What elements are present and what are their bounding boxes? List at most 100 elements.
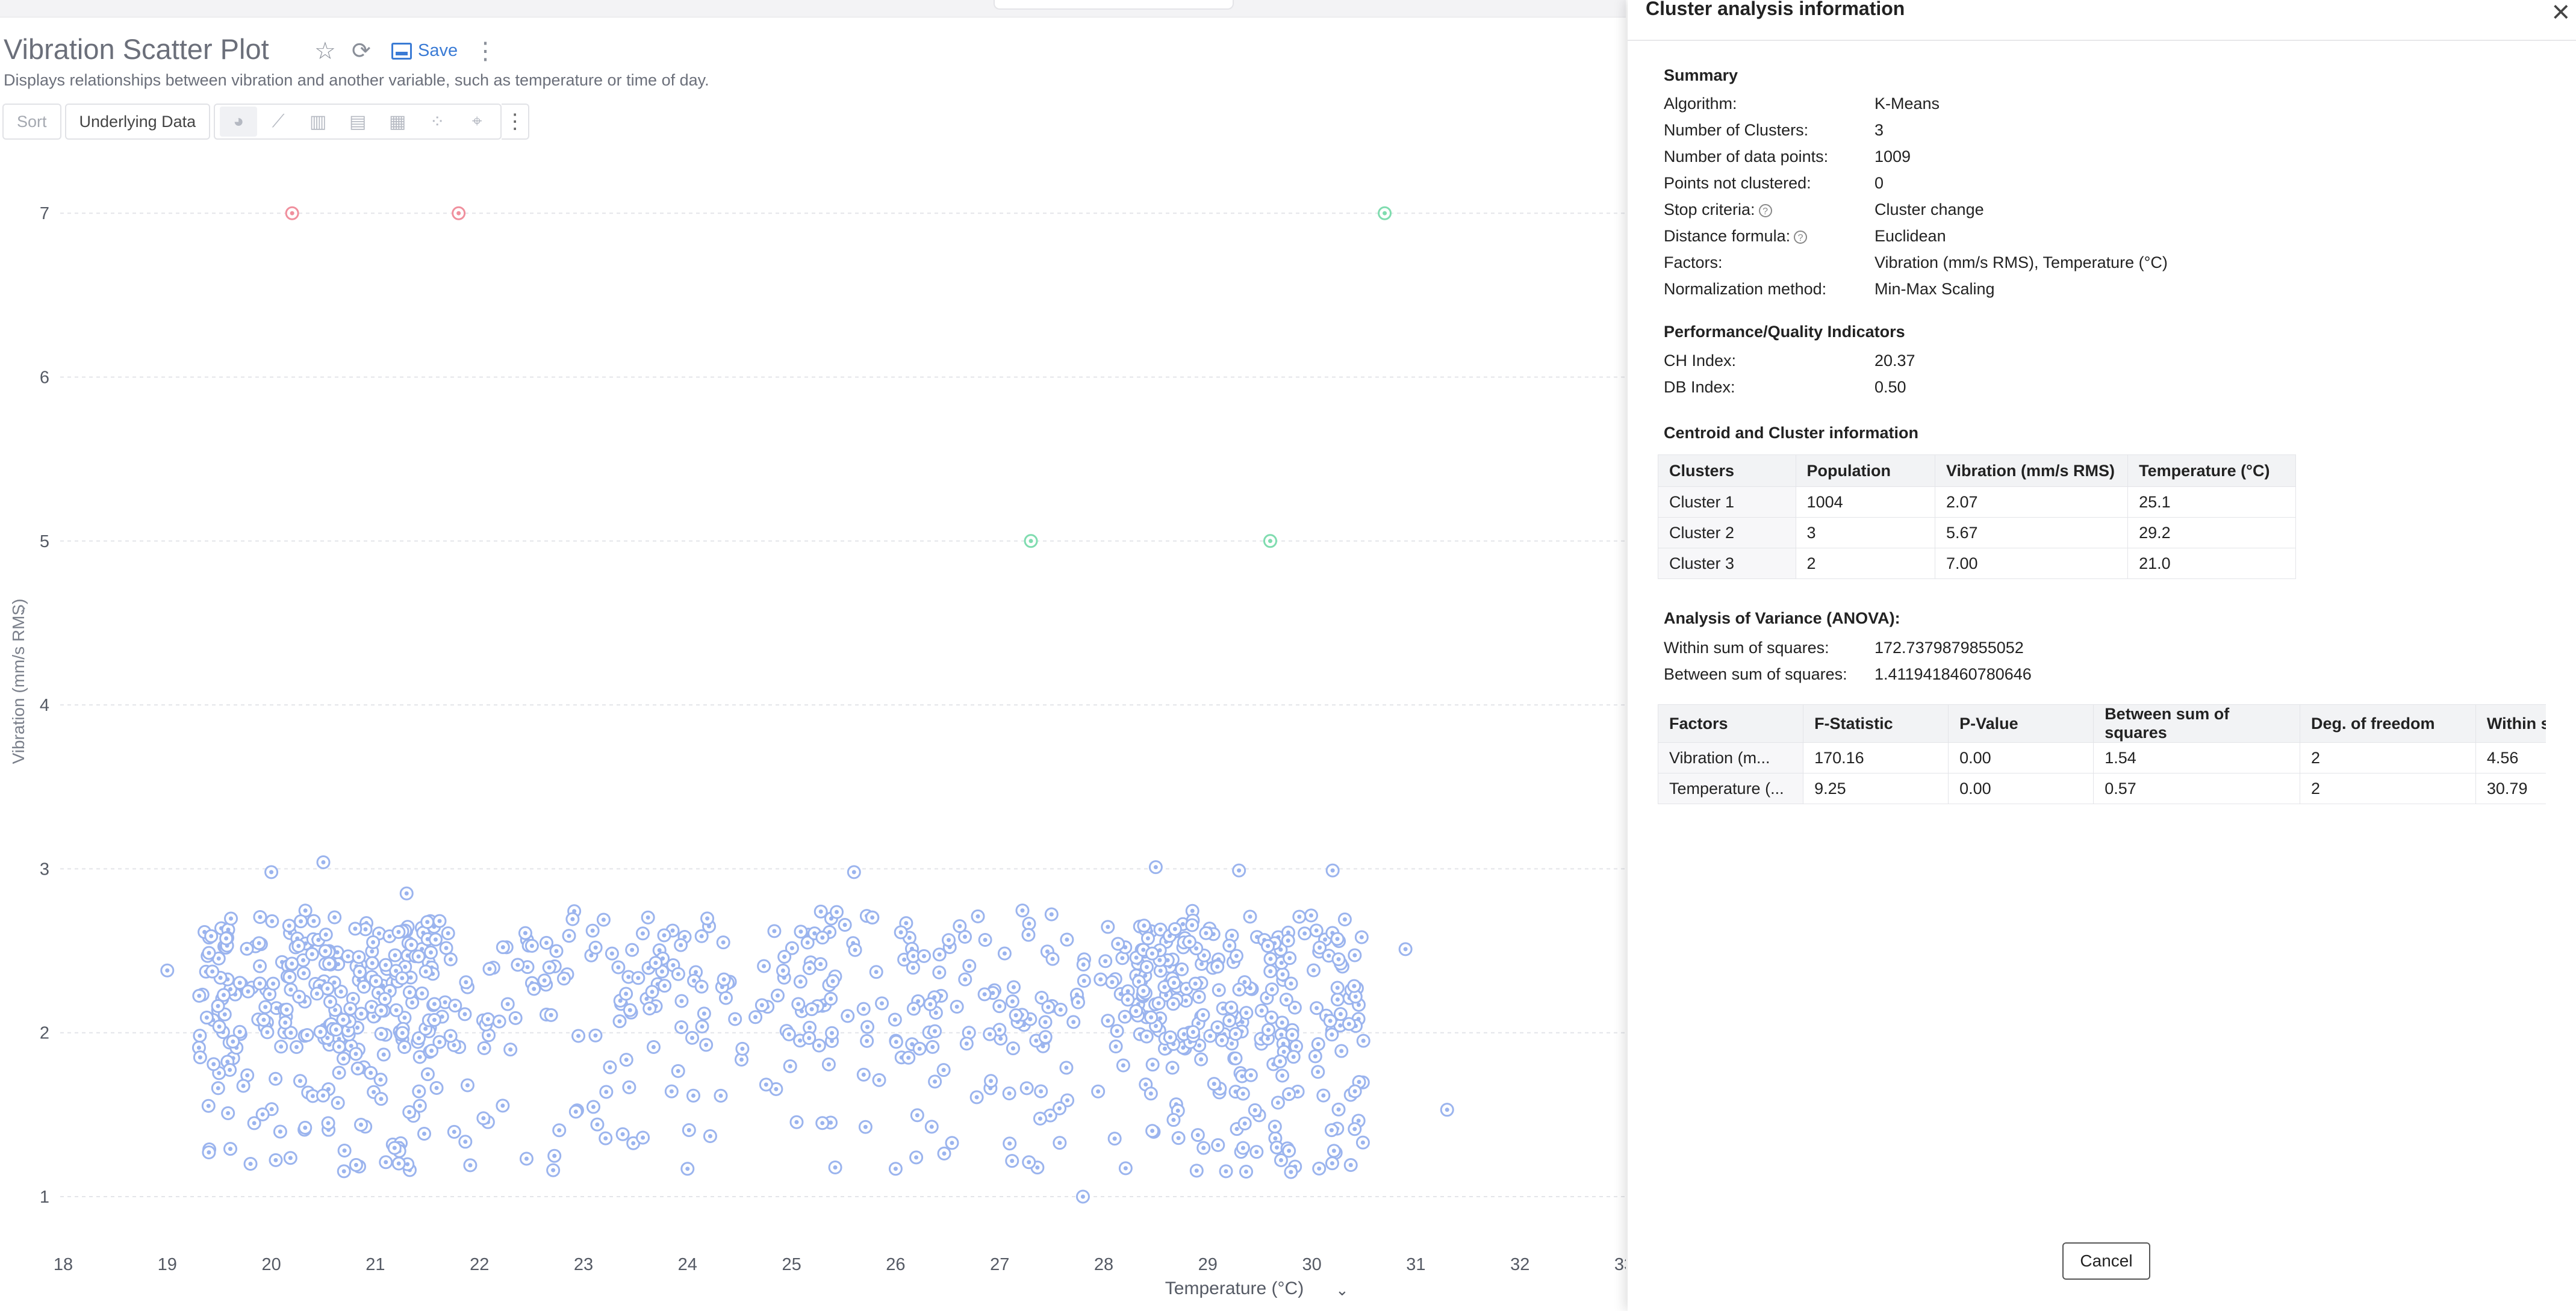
- cluster-1-point[interactable]: [1210, 1020, 1225, 1035]
- cluster-1-point[interactable]: [1263, 952, 1278, 966]
- cluster-1-point[interactable]: [511, 958, 525, 972]
- cluster-1-point[interactable]: [332, 1065, 346, 1080]
- cluster-1-point[interactable]: [1107, 1132, 1122, 1146]
- cluster-1-point[interactable]: [1094, 972, 1108, 987]
- cluster-1-point[interactable]: [322, 956, 337, 971]
- cluster-1-point[interactable]: [1243, 910, 1257, 924]
- cluster-1-point[interactable]: [1440, 1103, 1454, 1117]
- cluster-1-point[interactable]: [332, 1040, 346, 1054]
- cluster-1-point[interactable]: [1261, 939, 1275, 953]
- cluster-1-point[interactable]: [906, 1002, 921, 1016]
- cluster-1-point[interactable]: [599, 1131, 613, 1145]
- cluster-1-point[interactable]: [1292, 910, 1307, 924]
- cluster-1-point[interactable]: [1188, 976, 1202, 991]
- cluster-1-point[interactable]: [928, 1074, 942, 1089]
- cluster-1-point[interactable]: [671, 1064, 685, 1078]
- cluster-1-point[interactable]: [232, 1024, 247, 1039]
- cluster-1-point[interactable]: [909, 1150, 924, 1165]
- cluster-1-point[interactable]: [791, 997, 806, 1011]
- cluster-1-point[interactable]: [824, 991, 838, 1006]
- cluster-1-point[interactable]: [1236, 1141, 1250, 1155]
- cluster-1-point[interactable]: [828, 1160, 842, 1174]
- cluster-1-point[interactable]: [352, 965, 367, 979]
- cluster-1-point[interactable]: [992, 999, 1007, 1014]
- stacked-bar-icon[interactable]: ▤: [349, 111, 367, 132]
- cluster-1-point[interactable]: [1324, 1123, 1339, 1138]
- cluster-1-point[interactable]: [265, 914, 279, 928]
- cluster-1-point[interactable]: [1327, 1144, 1341, 1158]
- cluster-1-point[interactable]: [1053, 1136, 1067, 1150]
- cluster-1-point[interactable]: [1199, 926, 1213, 940]
- cluster-1-point[interactable]: [219, 931, 234, 946]
- cluster-1-point[interactable]: [395, 971, 409, 985]
- cluster-3-point[interactable]: [285, 206, 299, 220]
- cluster-1-point[interactable]: [266, 976, 281, 991]
- cluster-1-point[interactable]: [273, 1124, 287, 1139]
- cluster-1-point[interactable]: [1348, 1084, 1362, 1099]
- cluster-1-point[interactable]: [202, 1145, 216, 1159]
- cluster-1-point[interactable]: [1190, 1128, 1205, 1142]
- cluster-1-point[interactable]: [699, 1038, 714, 1052]
- cluster-1-point[interactable]: [649, 956, 663, 970]
- cluster-1-point[interactable]: [211, 1081, 225, 1096]
- cluster-1-point[interactable]: [1331, 952, 1346, 967]
- cluster-1-point[interactable]: [343, 1002, 358, 1016]
- cluster-1-point[interactable]: [1265, 1010, 1279, 1024]
- cluster-1-point[interactable]: [1071, 995, 1086, 1009]
- cluster-1-point[interactable]: [306, 914, 321, 928]
- cluster-1-point[interactable]: [562, 929, 576, 943]
- cluster-1-point[interactable]: [971, 909, 985, 923]
- cluster-1-point[interactable]: [1330, 932, 1345, 946]
- cluster-1-point[interactable]: [379, 1155, 393, 1170]
- cluster-1-point[interactable]: [247, 1116, 261, 1130]
- cluster-1-point[interactable]: [1265, 982, 1279, 997]
- cluster-1-point[interactable]: [292, 990, 306, 1004]
- cluster-1-point[interactable]: [1284, 976, 1298, 991]
- cluster-1-point[interactable]: [757, 959, 771, 973]
- cluster-1-point[interactable]: [1347, 979, 1361, 993]
- underlying-data-button[interactable]: Underlying Data: [64, 104, 211, 140]
- cluster-1-point[interactable]: [420, 915, 435, 929]
- cluster-1-point[interactable]: [397, 1040, 412, 1055]
- cluster-1-point[interactable]: [825, 1026, 839, 1040]
- cluster-1-point[interactable]: [848, 943, 862, 957]
- cluster-1-point[interactable]: [481, 1012, 495, 1026]
- cluster-1-point[interactable]: [1307, 963, 1321, 978]
- cluster-1-point[interactable]: [812, 1038, 826, 1053]
- cluster-1-point[interactable]: [657, 928, 671, 943]
- cluster-1-point[interactable]: [748, 1010, 763, 1024]
- cluster-1-point[interactable]: [1137, 919, 1151, 933]
- scatter-chart-icon[interactable]: ⁘: [429, 111, 445, 132]
- cluster-1-point[interactable]: [1121, 993, 1135, 1007]
- cluster-1-point[interactable]: [1275, 1068, 1290, 1083]
- cluster-1-point[interactable]: [1262, 1023, 1276, 1037]
- cluster-1-point[interactable]: [1034, 1084, 1048, 1099]
- cluster-1-point[interactable]: [1175, 962, 1189, 976]
- cluster-1-point[interactable]: [664, 1084, 679, 1099]
- cluster-1-point[interactable]: [1298, 926, 1312, 941]
- cluster-1-point[interactable]: [1343, 1158, 1358, 1172]
- cluster-1-point[interactable]: [1228, 1051, 1243, 1065]
- cluster-1-point[interactable]: [1333, 1007, 1348, 1021]
- cluster-1-point[interactable]: [443, 1029, 458, 1043]
- cluster-1-point[interactable]: [232, 976, 247, 990]
- cluster-1-point[interactable]: [611, 960, 626, 975]
- cluster-1-point[interactable]: [912, 1041, 927, 1056]
- cluster-1-point[interactable]: [316, 1088, 331, 1103]
- cluster-1-point[interactable]: [364, 1065, 378, 1080]
- cluster-1-point[interactable]: [1325, 1027, 1339, 1042]
- cluster-1-point[interactable]: [519, 1151, 534, 1166]
- cluster-1-point[interactable]: [1282, 1144, 1296, 1158]
- cluster-1-point[interactable]: [645, 985, 659, 999]
- cluster-1-point[interactable]: [860, 1034, 874, 1048]
- toolbar-more-icon[interactable]: ⋮: [502, 104, 530, 140]
- cluster-1-point[interactable]: [546, 1163, 561, 1177]
- save-button[interactable]: Save: [391, 41, 458, 61]
- cluster-1-point[interactable]: [527, 982, 541, 996]
- cluster-1-point[interactable]: [1229, 949, 1243, 963]
- cluster-1-point[interactable]: [482, 962, 497, 976]
- cluster-1-point[interactable]: [1311, 1037, 1325, 1052]
- cluster-1-point[interactable]: [1166, 997, 1180, 1011]
- cluster-1-point[interactable]: [588, 1028, 603, 1043]
- cluster-1-point[interactable]: [1019, 1081, 1034, 1096]
